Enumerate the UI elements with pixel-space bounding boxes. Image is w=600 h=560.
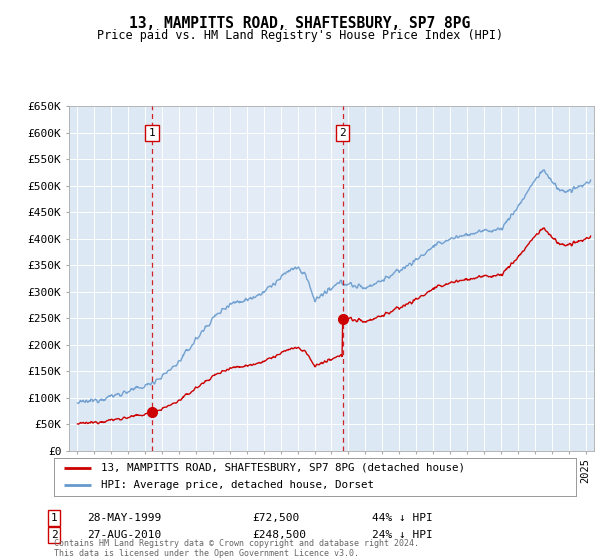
- Text: 2: 2: [50, 530, 58, 540]
- Text: 27-AUG-2010: 27-AUG-2010: [87, 530, 161, 540]
- Text: 24% ↓ HPI: 24% ↓ HPI: [372, 530, 433, 540]
- Text: Price paid vs. HM Land Registry's House Price Index (HPI): Price paid vs. HM Land Registry's House …: [97, 29, 503, 42]
- Text: 2: 2: [339, 128, 346, 138]
- Text: HPI: Average price, detached house, Dorset: HPI: Average price, detached house, Dors…: [101, 480, 374, 491]
- Text: 1: 1: [149, 128, 155, 138]
- Text: 28-MAY-1999: 28-MAY-1999: [87, 513, 161, 523]
- Text: 13, MAMPITTS ROAD, SHAFTESBURY, SP7 8PG: 13, MAMPITTS ROAD, SHAFTESBURY, SP7 8PG: [130, 16, 470, 31]
- Text: Contains HM Land Registry data © Crown copyright and database right 2024.
This d: Contains HM Land Registry data © Crown c…: [54, 539, 419, 558]
- Text: 44% ↓ HPI: 44% ↓ HPI: [372, 513, 433, 523]
- Text: £248,500: £248,500: [252, 530, 306, 540]
- Bar: [152, 106, 343, 451]
- Text: £72,500: £72,500: [252, 513, 299, 523]
- Text: 13, MAMPITTS ROAD, SHAFTESBURY, SP7 8PG (detached house): 13, MAMPITTS ROAD, SHAFTESBURY, SP7 8PG …: [101, 463, 465, 473]
- Text: 1: 1: [50, 513, 58, 523]
